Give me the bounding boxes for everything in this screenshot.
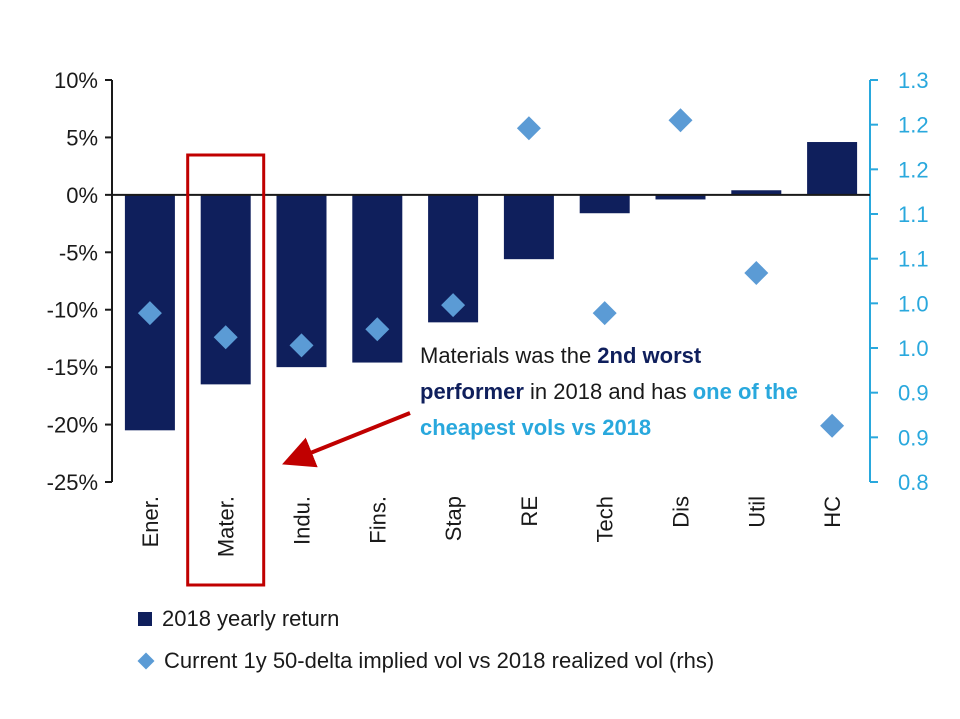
category-label: Util	[744, 496, 769, 528]
category-label: Mater.	[214, 496, 239, 557]
diamond-point	[668, 108, 693, 133]
diamond-point	[592, 301, 617, 326]
right-tick-label: 0.9	[898, 425, 929, 450]
category-label: Dis	[669, 496, 694, 528]
bar	[503, 194, 554, 260]
left-tick-label: 5%	[66, 125, 98, 150]
legend-item-diamond: Current 1y 50-delta implied vol vs 2018 …	[137, 648, 715, 674]
left-tick-label: -25%	[47, 470, 98, 495]
diamond-point	[213, 325, 238, 350]
highlight-box	[186, 153, 266, 587]
right-tick-label: 0.9	[898, 381, 929, 406]
left-tick-label: -10%	[47, 298, 98, 323]
scatter-series	[137, 108, 845, 438]
left-tick-label: 10%	[54, 68, 98, 93]
legend-bar-swatch	[138, 612, 152, 626]
annotation-highlight-1: 2nd worst performer	[420, 343, 702, 404]
left-tick-label: -20%	[47, 413, 98, 438]
bar-series	[124, 142, 858, 431]
category-label: Ener.	[138, 496, 163, 547]
annotation-text-1: Materials was the	[420, 343, 598, 368]
legend-bar-label: 2018 yearly return	[162, 606, 340, 631]
annotation-text-2: in 2018 and has	[523, 379, 693, 404]
category-label: HC	[820, 496, 845, 528]
annotation: Materials was the 2nd worst performer in…	[420, 338, 800, 446]
category-label: Stap	[441, 496, 466, 541]
legend-item-bar: 2018 yearly return	[138, 606, 339, 632]
category-label: Indu.	[290, 496, 315, 545]
category-label: RE	[517, 496, 542, 527]
right-tick-label: 1.2	[898, 113, 929, 138]
right-tick-label: 0.8	[898, 470, 929, 495]
bar	[579, 194, 630, 214]
diamond-point	[365, 317, 390, 342]
category-label: Tech	[593, 496, 618, 542]
category-labels: Ener. Mater. Indu. Fins. Stap RE Tech Dis Util HC	[138, 496, 845, 557]
diamond-point	[744, 260, 769, 285]
right-tick-label: 1.2	[898, 157, 929, 182]
diamond-point	[289, 333, 314, 358]
diamond-point	[441, 293, 466, 318]
left-axis: 10% 5% 0% -5% -10% -15% -20% -25%	[47, 68, 113, 495]
bar	[807, 142, 858, 195]
bar	[655, 194, 706, 200]
right-tick-label: 1.3	[898, 68, 929, 93]
diamond-point	[137, 301, 162, 326]
left-tick-label: -5%	[59, 240, 98, 265]
right-tick-label: 1.0	[898, 291, 929, 316]
left-tick-label: -15%	[47, 355, 98, 380]
annotation-arrow	[282, 411, 411, 468]
bar	[731, 190, 782, 195]
legend-diamond-label: Current 1y 50-delta implied vol vs 2018 …	[164, 648, 715, 673]
annotation-highlight-2: one of the cheapest vols vs 2018	[420, 379, 798, 440]
bar	[200, 194, 251, 385]
right-tick-label: 1.1	[898, 247, 929, 272]
right-tick-label: 1.0	[898, 336, 929, 361]
category-label: Fins.	[365, 496, 390, 544]
legend-diamond-swatch	[137, 652, 155, 670]
diamond-point	[820, 413, 845, 438]
diamond-point	[516, 116, 541, 141]
right-axis: 1.3 1.2 1.2 1.1 1.1 1.0 1.0 0.9 0.9 0.8	[869, 68, 929, 495]
right-tick-label: 1.1	[898, 202, 929, 227]
left-tick-label: 0%	[66, 183, 98, 208]
